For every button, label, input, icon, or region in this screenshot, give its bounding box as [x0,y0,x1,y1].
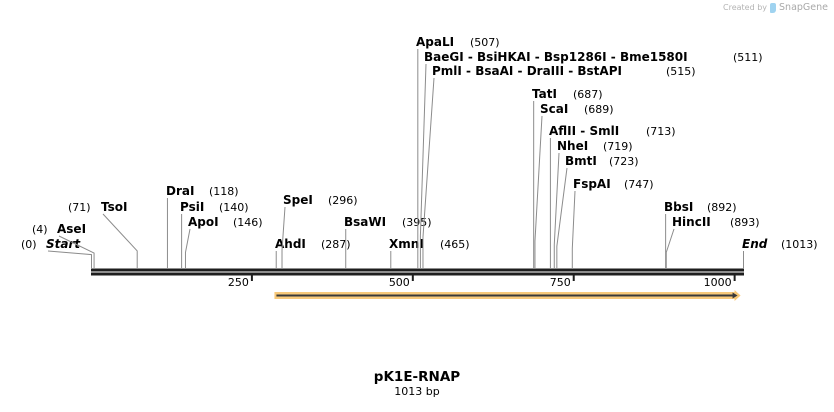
scale-tick [572,275,575,281]
site-position: (747) [624,178,654,191]
scale-tick [733,275,736,281]
scale-tick-label: 1000 [704,276,732,289]
site-position: (71) [68,201,91,214]
site-position: (118) [209,185,239,198]
site-name-apoi[interactable]: ApoI [188,215,219,229]
site-connector-line [553,152,560,268]
site-connector-line [422,77,435,268]
site-connector-line [281,206,286,268]
site-name-scai[interactable]: ScaI [540,102,568,116]
snapgene-credit: Created by SnapGene [723,2,828,13]
site-name-tati[interactable]: TatI [532,87,557,101]
site-connector-line [58,235,95,268]
sequence-name: pK1E-RNAP [373,369,461,385]
site-name-drai[interactable]: DraI [166,184,194,198]
site-connector-line [102,213,138,268]
snapgene-logo-icon [770,2,777,13]
credit-brand: SnapGene [779,2,828,13]
site-position: (4) [32,223,48,236]
site-position: (723) [609,155,639,168]
site-position: (287) [321,238,351,251]
site-position: (687) [573,88,603,101]
site-name-apali[interactable]: ApaLI [416,35,454,49]
site-name-tsoi[interactable]: TsoI [101,200,127,214]
sequence-backbone-top [91,268,744,272]
scale-tick [411,275,414,281]
sequence-length: 1013 bp [394,385,440,398]
site-position: (0) [21,238,37,251]
site-position: (892) [707,201,737,214]
site-name-bsawi[interactable]: BsaWI [344,215,386,229]
site-name-pmli[interactable]: PmlI - BsaAI - DraIII - BstAPI [432,64,622,78]
site-connector-line [665,228,675,268]
site-name-hincii[interactable]: HincII [672,215,711,229]
site-connector-line [47,250,92,268]
site-connector-line [419,63,427,268]
site-name-fspai[interactable]: FspAI [573,177,611,191]
feature-arrow-icon[interactable] [276,292,738,299]
sequence-backbone-bottom [91,272,744,276]
site-connector-line [571,190,576,268]
site-name-end[interactable]: End [742,237,768,251]
site-name-ahdi[interactable]: AhdI [275,237,306,251]
site-name-bmti[interactable]: BmtI [565,154,597,168]
site-name-aflii[interactable]: AflII - SmlI [549,124,619,138]
site-position: (511) [733,51,763,64]
credit-prefix: Created by [723,3,768,12]
site-name-spei[interactable]: SpeI [283,193,313,207]
site-position: (713) [646,125,676,138]
site-name-start[interactable]: Start [46,237,81,251]
scale-tick-label: 500 [389,276,410,289]
scale-tick [250,275,253,281]
site-connector-line [534,115,543,268]
site-name-nhei[interactable]: NheI [557,139,588,153]
site-position: (689) [584,103,614,116]
site-position: (507) [470,36,500,49]
site-position: (140) [219,201,249,214]
site-connector-line [556,167,568,268]
site-name-psii[interactable]: PsiI [180,200,204,214]
site-position: (465) [440,238,470,251]
site-position: (515) [666,65,696,78]
site-name-bbsi[interactable]: BbsI [664,200,693,214]
site-position: (296) [328,194,358,207]
site-position: (146) [233,216,263,229]
scale-tick-label: 250 [228,276,249,289]
site-connector-line [184,228,191,268]
site-position: (719) [603,140,633,153]
scale-tick-label: 750 [550,276,571,289]
site-name-asei[interactable]: AseI [57,222,86,236]
site-name-baegi[interactable]: BaeGI - BsiHKAI - Bsp1286I - Bme1580I [424,50,688,64]
site-position: (1013) [781,238,818,251]
site-position: (395) [402,216,432,229]
site-name-xmni[interactable]: XmnI [389,237,424,251]
site-position: (893) [730,216,760,229]
